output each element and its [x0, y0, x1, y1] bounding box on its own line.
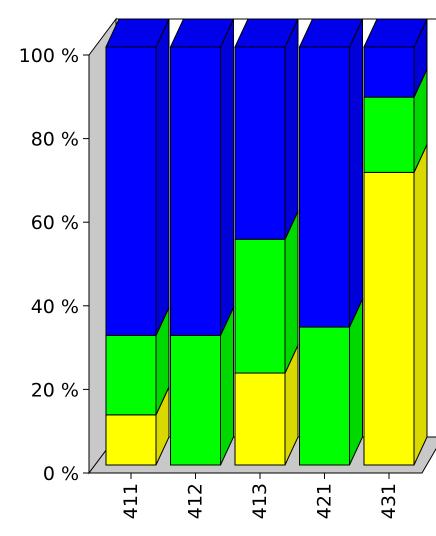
bar-411-segment-2 [105, 18, 170, 336]
bar-front [170, 334, 221, 466]
x-tick-label: 421 [314, 483, 336, 519]
x-axis: 411 412 413 421 431 [89, 472, 422, 519]
bar-431-segment-0 [363, 143, 428, 466]
bars-group [105, 18, 428, 466]
bar-431-segment-2 [363, 18, 428, 98]
y-tick-label: 60 % [31, 212, 79, 234]
x-tick-label: 413 [249, 483, 271, 519]
y-tick-label: 40 % [31, 296, 79, 318]
bar-side [220, 18, 234, 336]
bar-412-segment-2 [169, 18, 235, 336]
bar-front [363, 96, 415, 173]
bar-413-segment-2 [234, 18, 299, 240]
bar-421-segment-2 [298, 18, 364, 328]
x-tick-label: 431 [378, 483, 400, 519]
bar-front [234, 46, 286, 240]
bar-side [413, 144, 428, 466]
bar-front [170, 46, 221, 336]
bar-421-segment-1 [298, 298, 364, 466]
x-tick-label: 412 [185, 483, 207, 519]
bar-front [105, 46, 157, 336]
bar-front [363, 171, 415, 466]
bar-front [363, 46, 415, 98]
y-tick-label: 0 % [43, 463, 79, 485]
bar-front [299, 46, 350, 328]
bar-side [155, 18, 170, 336]
bar-front [299, 326, 350, 466]
bar-front [105, 334, 157, 416]
bar-front [105, 414, 157, 466]
y-tick-label: 20 % [31, 379, 79, 401]
y-tick-label: 100 % [19, 45, 79, 67]
bar-side [284, 18, 299, 240]
y-tick-label: 80 % [31, 129, 79, 151]
x-tick-label: 411 [120, 483, 142, 519]
bar-front [234, 372, 286, 466]
bar-front [234, 238, 286, 374]
y-axis: 0 % 20 % 40 % 60 % 80 % 100 % [19, 45, 90, 485]
bar-side [349, 18, 363, 328]
